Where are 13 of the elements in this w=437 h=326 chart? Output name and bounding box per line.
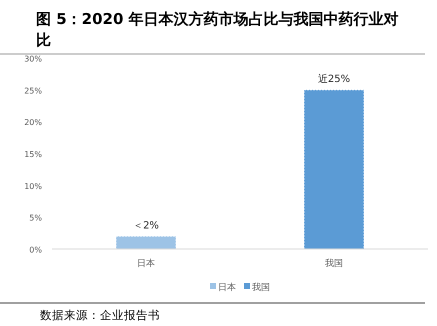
y-tick-label: 15% [24,150,42,159]
y-tick-label: 10% [24,182,42,191]
legend-label: 日本 [218,282,236,293]
data-label: 近25% [318,72,350,85]
data-label: ＜2% [133,220,159,232]
y-tick-label: 25% [24,86,42,96]
y-tick-label: 20% [24,118,42,128]
annotation: 数据来源：企业报告书 [40,308,160,322]
y-tick-label: 30% [24,54,42,64]
title: 图 5：2020 年日本汉方药市场占比与我国中药行业对比 [36,10,399,49]
y-tick-label: 5% [29,214,42,223]
y-tick-label: 0% [29,246,42,254]
legend-label: 我国 [252,282,270,293]
